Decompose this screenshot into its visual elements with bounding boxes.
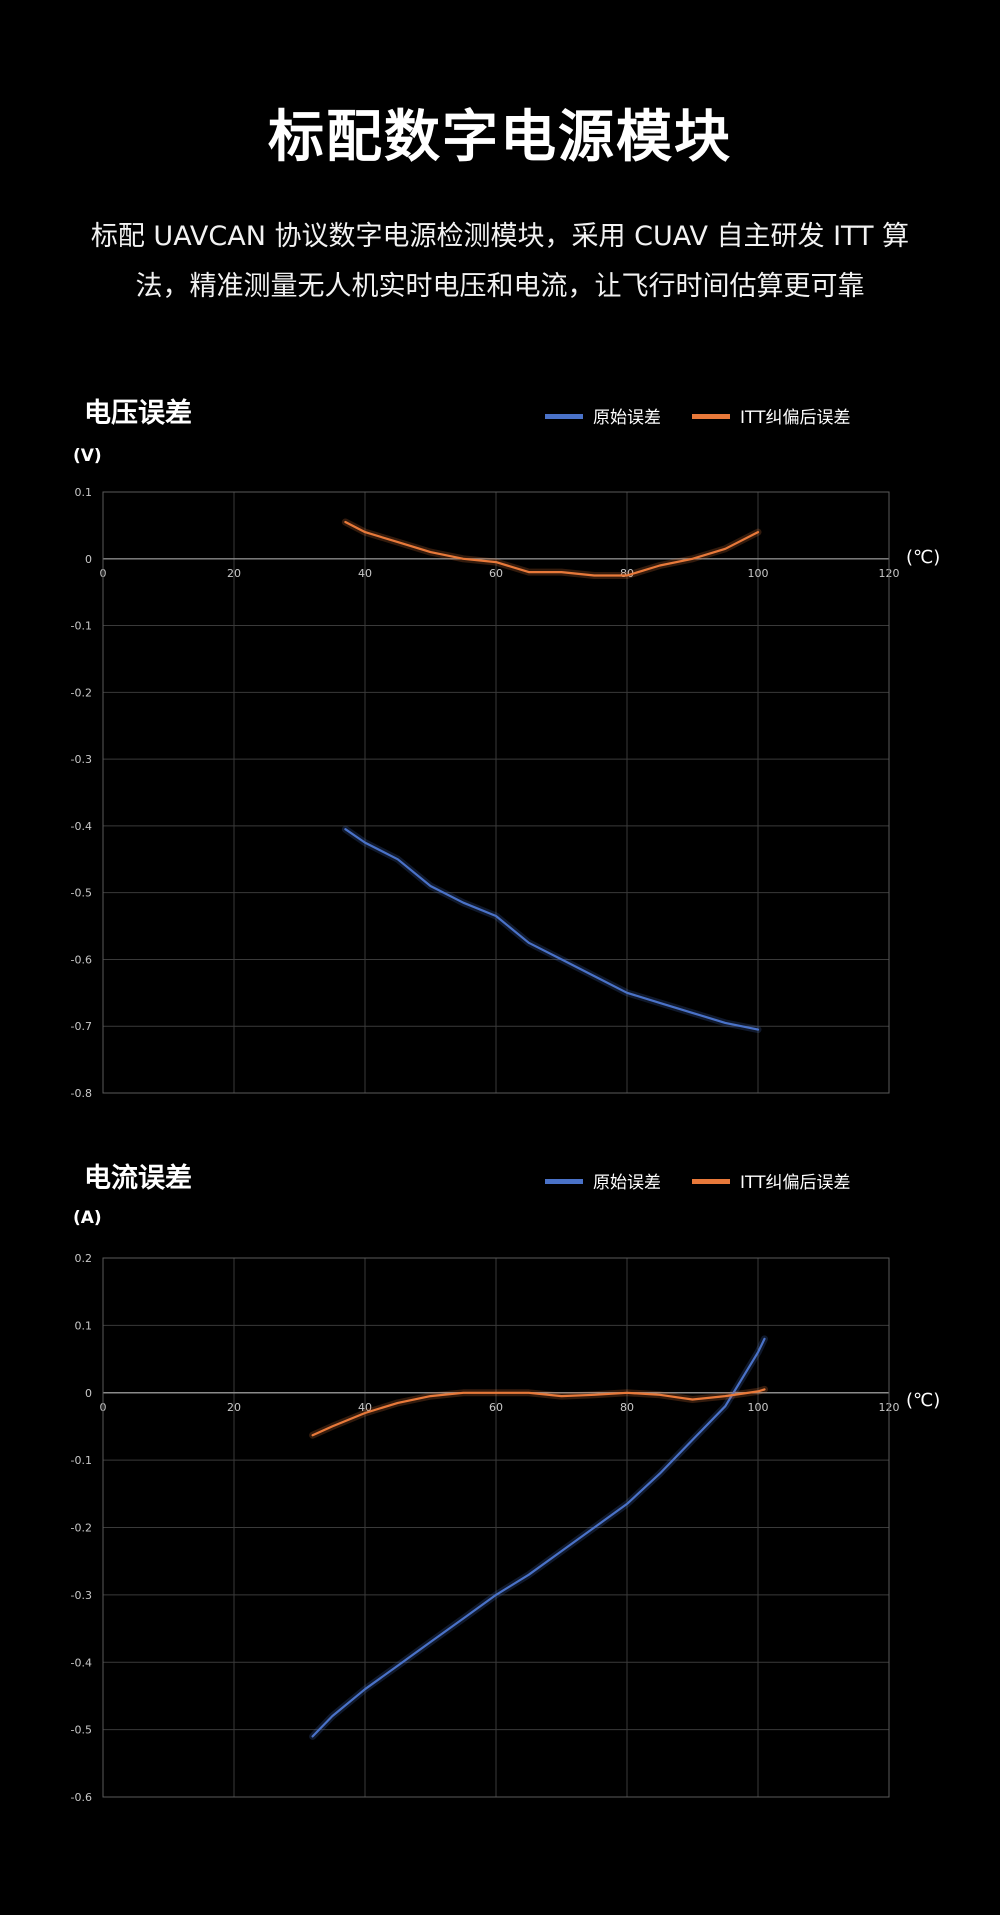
legend: 原始误差 ITT纠偏后误差 xyxy=(545,1173,850,1193)
y-tick-label: -0.5 xyxy=(71,887,92,900)
series-glow-corrected xyxy=(341,518,762,579)
legend-label-raw: 原始误差 xyxy=(593,408,661,428)
x-tick-label: 20 xyxy=(227,1401,241,1414)
y-tick-label: -0.3 xyxy=(71,1589,92,1602)
x-unit-label: (℃) xyxy=(906,1390,940,1411)
legend-swatch-raw xyxy=(545,1179,583,1184)
y-tick-label: -0.1 xyxy=(71,1454,92,1467)
x-tick-label: 20 xyxy=(227,567,241,580)
y-tick-label: -0.6 xyxy=(71,1791,92,1804)
plot-frame xyxy=(102,491,890,1094)
legend-label-corrected: ITT纠偏后误差 xyxy=(740,1173,850,1193)
x-tick-label: 60 xyxy=(489,567,503,580)
page-title: 标配数字电源模块 xyxy=(268,105,732,170)
x-tick-label: 40 xyxy=(358,567,372,580)
series-line-corrected xyxy=(344,520,760,577)
y-tick-label: 0 xyxy=(85,553,92,566)
y-tick-label: -0.8 xyxy=(71,1087,92,1100)
voltage-error-chart: 电压误差 (V) (℃) 原始误差 ITT纠偏后误差 0 20 40 60 80 100 1… xyxy=(71,397,941,1100)
current-error-chart: 电流误差 (A) (℃) 原始误差 ITT纠偏后误差 0 20 40 60 80 100 1… xyxy=(71,1162,941,1804)
y-tick-label: -0.4 xyxy=(71,1656,92,1669)
legend-label-raw: 原始误差 xyxy=(593,1173,661,1193)
chart-title: 电压误差 xyxy=(84,397,192,429)
y-tick-label: -0.3 xyxy=(71,753,92,766)
legend-swatch-corrected xyxy=(692,1179,730,1184)
plot-area: 0 20 40 60 80 100 1200.20.10-0.1-0.2-0.3-0.4-0… xyxy=(71,1252,900,1804)
legend-label-corrected: ITT纠偏后误差 xyxy=(740,408,850,428)
chart-title: 电流误差 xyxy=(84,1162,192,1194)
series-line-corrected xyxy=(311,1388,766,1437)
y-tick-label: -0.6 xyxy=(71,953,92,966)
plot-frame xyxy=(102,1257,890,1798)
y-tick-label: 0.1 xyxy=(75,1319,93,1332)
x-tick-label: 40 xyxy=(358,1401,372,1414)
y-tick-label: 0.2 xyxy=(75,1252,93,1265)
y-tick-label: 0.1 xyxy=(75,486,93,499)
y-tick-label: -0.4 xyxy=(71,820,92,833)
y-tick-label: -0.7 xyxy=(71,1020,92,1033)
y-tick-label: -0.1 xyxy=(71,620,92,633)
legend-swatch-raw xyxy=(545,414,583,419)
x-tick-label: 100 xyxy=(748,567,769,580)
page-subtitle: 标配 UAVCAN 协议数字电源检测模块，采用 CUAV 自主研发 ITT 算法… xyxy=(90,221,910,302)
plot-area: 0 20 40 60 80 100 1200.10-0.1-0.2-0.3-0.4-0.5-… xyxy=(71,486,900,1100)
x-tick-label: 60 xyxy=(489,1401,503,1414)
x-tick-label: 100 xyxy=(748,1401,769,1414)
y-tick-label: 0 xyxy=(85,1387,92,1400)
y-tick-label: -0.5 xyxy=(71,1724,92,1737)
y-unit-label: (A) xyxy=(73,1208,102,1228)
series-glow-corrected xyxy=(309,1385,768,1439)
y-tick-label: -0.2 xyxy=(71,686,92,699)
legend: 原始误差 ITT纠偏后误差 xyxy=(545,408,850,428)
x-tick-label: 80 xyxy=(620,1401,634,1414)
legend-swatch-corrected xyxy=(692,414,730,419)
series-line-raw xyxy=(311,1337,766,1738)
series-glow-raw xyxy=(341,825,762,1034)
y-tick-label: -0.2 xyxy=(71,1522,92,1535)
x-unit-label: (℃) xyxy=(906,547,940,568)
y-unit-label: (V) xyxy=(73,446,102,466)
series-line-raw xyxy=(344,828,760,1031)
